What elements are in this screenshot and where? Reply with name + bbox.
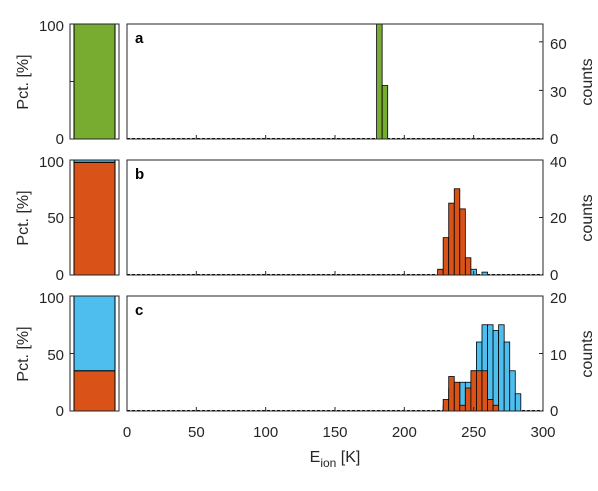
pct-tick-100: 100 <box>39 154 64 171</box>
histogram-bar-blue <box>509 370 516 412</box>
count-axis-c: 20 10 0 <box>550 290 567 420</box>
pct-tick-0: 100 <box>39 18 64 35</box>
histogram-bar-orange <box>448 376 455 412</box>
histogram-bar-orange <box>442 399 450 412</box>
panel-label-a: a <box>135 30 144 47</box>
pct-tick-50: 50 <box>47 210 64 227</box>
histogram-bar-orange <box>453 188 461 276</box>
count-tick-30: 30 <box>550 84 567 101</box>
panel-label-b: b <box>135 166 144 183</box>
x-tick-label: 150 <box>322 424 347 441</box>
histogram-bar-blue <box>514 393 522 412</box>
count-tick-20: 20 <box>550 290 567 307</box>
count-tick-40: 40 <box>550 154 567 171</box>
histogram-bar-green <box>376 23 383 140</box>
pct-tick-100: 100 <box>39 290 64 307</box>
histogram-bar-green <box>381 85 389 140</box>
count-axis-b: 40 20 0 <box>550 154 567 284</box>
pct-stack-b <box>70 159 116 276</box>
histogram-bar-blue <box>492 330 500 412</box>
histogram-bar-orange <box>476 370 483 412</box>
histogram-bar-orange <box>459 404 466 412</box>
count-tick-60: 60 <box>550 36 567 53</box>
pct-ylabel-a: Pct. [%] <box>15 54 32 109</box>
pct-segment-orange <box>73 370 116 412</box>
histogram-bar-orange <box>481 370 488 412</box>
pct-segment-green <box>73 23 116 140</box>
pct-axis-c: 100 50 0 <box>39 290 64 420</box>
pct-tick-2: 0 <box>56 131 64 148</box>
pct-frame-b <box>69 159 120 276</box>
count-tick-0: 0 <box>550 267 558 284</box>
histogram-bar-orange <box>453 381 461 412</box>
x-tick-label: 250 <box>461 424 486 441</box>
histogram-bar-blue <box>498 324 505 412</box>
x-tick-label: 0 <box>123 424 131 441</box>
x-tick-label: 50 <box>188 424 205 441</box>
panel-label-c: c <box>135 302 143 319</box>
histogram-bar-orange <box>464 387 472 412</box>
histogram-c <box>126 295 544 412</box>
pct-axis-b: 100 50 0 <box>39 154 64 284</box>
pct-stack-c <box>70 295 116 412</box>
histogram-a <box>126 23 544 140</box>
pct-stack-a <box>70 23 116 140</box>
pct-tick-0: 0 <box>56 267 64 284</box>
pct-frame-c <box>69 295 120 412</box>
pct-tick-0: 0 <box>56 403 64 420</box>
histogram-bar-orange <box>448 202 455 276</box>
panel-b: Pct. [%] 100 50 0 b 40 20 0 counts <box>15 154 596 284</box>
hist-frame-a <box>126 23 544 140</box>
histogram-bar-orange <box>437 268 444 276</box>
pct-segment-blue <box>73 295 116 372</box>
x-tick-label: 200 <box>392 424 417 441</box>
panel-a: Pct. [%] 100 0 a 60 30 0 counts <box>15 18 596 148</box>
x-label-sub: ion <box>320 456 336 470</box>
x-label-main: E <box>310 449 321 466</box>
panel-c: Pct. [%] 100 50 0 c 20 10 0 counts <box>15 290 596 420</box>
histogram-bar-orange <box>464 257 472 276</box>
pct-tick-50: 50 <box>47 347 64 364</box>
pct-frame-a <box>69 23 120 140</box>
histogram-bar-orange <box>459 208 466 276</box>
counts-ylabel-a: counts <box>579 58 596 105</box>
x-axis-label: Eion [K] <box>310 449 361 470</box>
x-label-unit: [K] <box>336 449 360 466</box>
histogram-bar-orange <box>487 399 494 412</box>
histogram-bar-blue <box>487 324 494 412</box>
histogram-bar-orange <box>492 404 500 412</box>
count-tick-10: 10 <box>550 347 567 364</box>
x-axis: 0 50 100 150 200 250 300 <box>123 424 556 441</box>
x-tick-label: 100 <box>253 424 278 441</box>
pct-ylabel-c: Pct. [%] <box>15 326 32 381</box>
count-tick-0: 0 <box>550 403 558 420</box>
counts-ylabel-b: counts <box>579 194 596 241</box>
histogram-b <box>126 159 544 276</box>
pct-axis-a: 100 0 <box>39 18 64 148</box>
count-axis-a: 60 30 0 <box>550 36 567 148</box>
histogram-bar-orange <box>442 237 450 276</box>
pct-ylabel-b: Pct. [%] <box>15 190 32 245</box>
hist-frame-c <box>126 295 544 412</box>
count-tick-0: 0 <box>550 131 558 148</box>
histogram-bar-blue <box>503 341 511 412</box>
histogram-bar-orange <box>470 370 477 412</box>
x-tick-label: 300 <box>530 424 555 441</box>
count-tick-20: 20 <box>550 210 567 227</box>
pct-segment-orange <box>73 161 116 276</box>
hist-frame-b <box>126 159 544 276</box>
counts-ylabel-c: counts <box>579 330 596 377</box>
